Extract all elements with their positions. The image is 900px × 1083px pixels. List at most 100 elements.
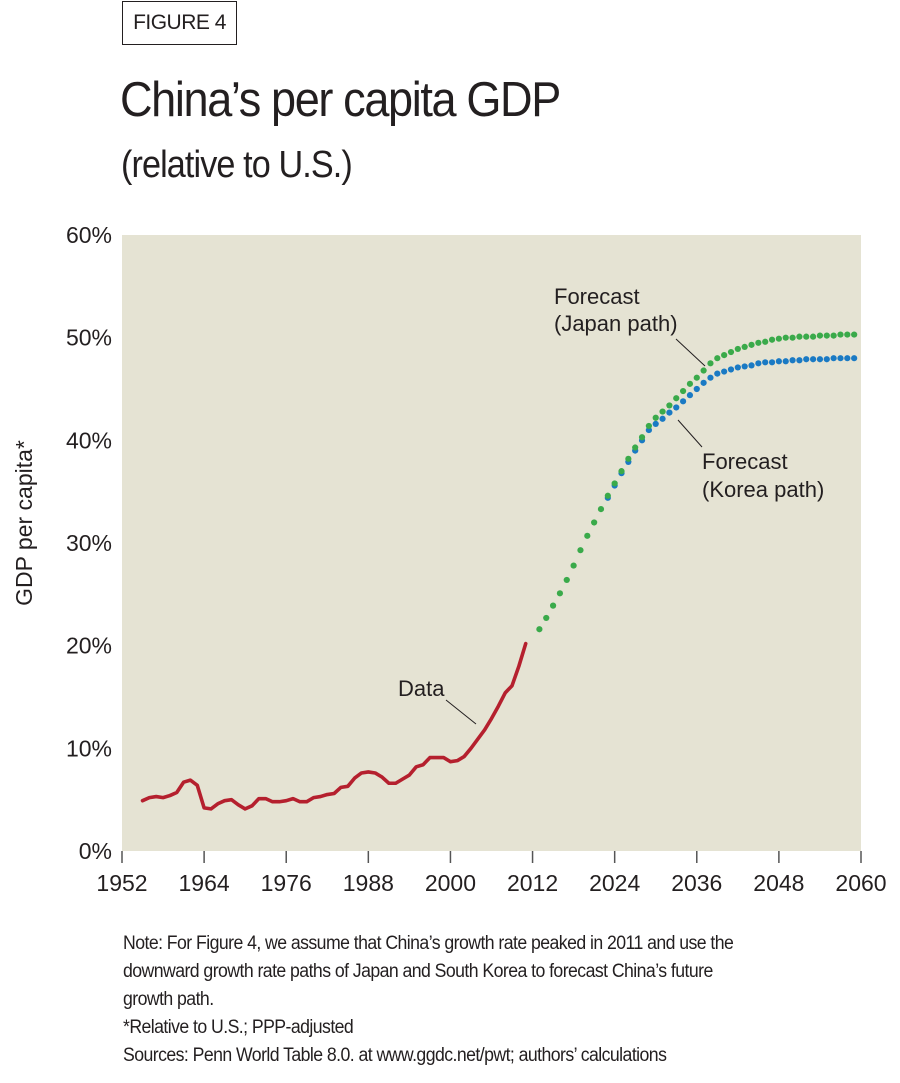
data-point-korea <box>673 404 680 411</box>
y-tick-label: 30% <box>66 530 112 556</box>
sources: Sources: Penn World Table 8.0. at www.gg… <box>123 1045 667 1066</box>
data-point-korea <box>727 366 735 373</box>
note-line: Note: For Figure 4, we assume that China… <box>123 933 734 954</box>
data-point-japan <box>734 345 741 353</box>
data-point-korea <box>789 357 796 364</box>
data-point-korea <box>755 360 762 367</box>
data-point-japan <box>618 468 625 475</box>
data-point-korea <box>734 364 741 371</box>
data-point-japan <box>563 576 570 584</box>
note-line: growth path. <box>123 989 214 1010</box>
annotation-data-label: Data <box>398 676 445 701</box>
y-axis: 0% 10% 20% 30% 40% 50% 60% <box>66 222 112 864</box>
data-point-japan <box>782 334 789 341</box>
plot-area <box>122 235 861 851</box>
data-point-japan <box>570 562 577 569</box>
x-tick-label: 1964 <box>179 870 230 896</box>
annotation-leader-line <box>445 699 477 725</box>
data-point-korea <box>816 356 824 363</box>
y-tick-label: 60% <box>66 222 112 248</box>
data-point-japan <box>673 395 680 402</box>
data-point-japan <box>693 374 700 381</box>
data-point-korea <box>721 368 728 375</box>
data-point-korea <box>693 385 700 393</box>
data-point-japan <box>645 422 652 430</box>
figure-label: FIGURE 4 <box>122 1 237 45</box>
data-point-japan <box>803 333 810 340</box>
data-point-korea <box>844 355 851 362</box>
y-tick-label: 10% <box>66 735 112 761</box>
x-tick-label: 1976 <box>261 870 312 896</box>
data-point-japan <box>748 341 755 348</box>
data-point-japan <box>632 444 639 451</box>
series-line-data <box>140 641 528 811</box>
data-point-japan <box>837 331 844 338</box>
data-point-japan <box>577 547 584 554</box>
data-point-japan <box>851 331 858 338</box>
data-point-japan <box>625 455 632 462</box>
data-point-japan <box>638 434 646 441</box>
data-point-japan <box>810 333 817 340</box>
data-point-korea <box>700 379 707 386</box>
data-point-japan <box>796 333 803 340</box>
data-point-japan <box>543 614 550 622</box>
data-point-korea <box>714 370 721 377</box>
data-point-korea <box>837 355 844 362</box>
data-point-korea <box>775 358 782 365</box>
data-point-korea <box>659 415 666 422</box>
y-tick-label: 40% <box>66 427 112 453</box>
data-point-japan <box>584 532 591 539</box>
y-axis-label: GDP per capita* <box>11 440 37 606</box>
x-axis: 1952 1964 1976 1988 2000 2012 2024 2036 2048 2060 <box>96 851 887 896</box>
annotation-leader-line <box>677 419 703 448</box>
data-point-korea <box>810 356 817 363</box>
data-point-japan <box>816 332 824 339</box>
data-point-korea <box>707 374 714 381</box>
data-point-japan <box>679 387 687 395</box>
x-tick-label: 2012 <box>507 870 558 896</box>
chart-title: China’s per capita GDP <box>120 73 561 127</box>
x-tick-label: 1952 <box>96 870 147 896</box>
data-point-japan <box>775 335 782 342</box>
data-point-japan <box>707 360 714 367</box>
footnote: *Relative to U.S.; PPP-adjusted <box>123 1017 354 1038</box>
data-point-japan <box>755 339 762 346</box>
data-point-japan <box>721 352 728 359</box>
annotation-japan-sublabel: (Japan path) <box>554 311 678 336</box>
notes: Note: For Figure 4, we assume that China… <box>123 930 830 1070</box>
data-point-korea <box>830 355 837 362</box>
data-point-japan <box>714 355 721 362</box>
data-point-korea <box>679 398 687 405</box>
data-point-japan <box>741 343 748 351</box>
data-point-japan <box>591 519 598 526</box>
data-point-japan <box>768 336 776 343</box>
data-point-korea <box>652 420 659 428</box>
data-point-japan <box>844 331 851 338</box>
data-point-japan <box>666 402 673 409</box>
data-point-japan <box>659 408 666 415</box>
data-point-japan <box>789 334 796 341</box>
data-point-japan <box>549 602 557 609</box>
annotation-korea-label: Forecast <box>702 449 788 474</box>
data-point-japan <box>556 590 564 597</box>
data-point-korea <box>666 409 673 416</box>
data-point-japan <box>604 492 611 499</box>
data-point-japan <box>762 338 769 345</box>
data-point-japan <box>727 348 735 356</box>
data-point-korea <box>851 355 858 362</box>
data-point-japan <box>830 332 837 339</box>
data-point-japan <box>686 380 694 387</box>
x-tick-label: 2060 <box>835 870 886 896</box>
data-point-korea <box>741 363 748 370</box>
data-point-japan <box>611 480 618 487</box>
data-point-japan <box>536 626 543 633</box>
data-point-korea <box>823 356 830 363</box>
data-point-japan <box>652 414 659 421</box>
data-point-korea <box>748 362 755 369</box>
annotation-korea-sublabel: (Korea path) <box>702 477 824 502</box>
y-tick-label: 0% <box>79 838 112 864</box>
annotation-leader-line <box>675 338 706 367</box>
data-point-korea <box>768 359 776 366</box>
